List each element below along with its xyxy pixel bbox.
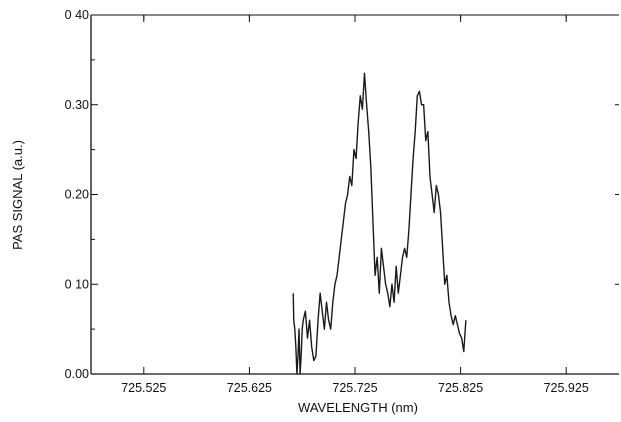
x-axis-label: WAVELENGTH (nm): [298, 400, 418, 415]
y-tick-label: 0.20: [65, 188, 89, 202]
x-tick-label: 725.625: [227, 381, 272, 395]
y-tick-label: 0.30: [65, 98, 89, 112]
x-tick-label: 725.925: [544, 381, 589, 395]
y-tick-label: 0.00: [65, 367, 89, 381]
y-axis-label: PAS SIGNAL (a.u.): [10, 140, 25, 250]
signal-line: [292, 72, 467, 375]
x-tick-label: 725.725: [332, 381, 377, 395]
x-tick-label: 725.525: [121, 381, 166, 395]
y-tick-label: 0 40: [65, 8, 89, 22]
x-tick-label: 725.825: [438, 381, 483, 395]
y-tick-label: 0 10: [65, 277, 89, 291]
